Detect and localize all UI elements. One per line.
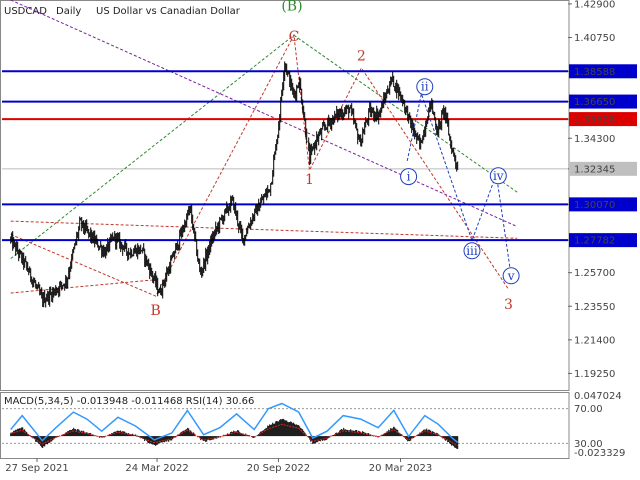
level-label-box <box>569 197 637 212</box>
indicator-header: MACD(5,34,5) -0.013948 -0.011468 RSI(14)… <box>4 396 254 407</box>
trend-line <box>10 220 518 239</box>
wave-label: 2 <box>357 48 366 64</box>
symbol-label: USDCAD <box>4 6 47 17</box>
y-tick-label: 1.25700 <box>574 268 615 279</box>
wave-label-circle <box>463 242 481 260</box>
x-tick-label: 20 Sep 2022 <box>247 463 310 474</box>
wave-label-circle <box>502 267 520 285</box>
x-tick-label: 20 Mar 2023 <box>369 463 432 474</box>
y-tick-label: 1.21400 <box>574 335 615 346</box>
wave-label: C <box>289 29 300 45</box>
level-label-box <box>569 112 637 127</box>
wave-label: 3 <box>504 297 513 313</box>
x-tick-label: 24 Mar 2022 <box>125 463 188 474</box>
wave-label: i <box>407 170 411 184</box>
macd-signal-line <box>10 423 459 446</box>
trend-line <box>10 0 518 228</box>
oscillator-y-axis: 0.047024 70.00 30.00-0.023329 <box>574 391 625 459</box>
level-label: 1.36650 <box>574 97 615 108</box>
oscillator <box>2 402 568 449</box>
rsi-line <box>10 402 459 444</box>
horizontal-levels: 1.38588 1.36650 1.35528 1.30070 1.27782 <box>2 64 637 248</box>
current-price-label: 1.32345 <box>574 164 615 175</box>
level-label-box <box>569 64 637 79</box>
wave-label-circle <box>416 78 434 96</box>
level-label: 1.27782 <box>574 236 615 247</box>
description-label: US Dollar vs Canadian Dollar <box>96 6 241 17</box>
trend-line <box>10 279 156 294</box>
y-tick-label: 1.42900 <box>574 0 615 10</box>
level-label-box <box>569 94 637 109</box>
price-y-axis: 1.42900 1.40750 1.38588 1.36650 1.35528 1.343… <box>568 0 615 380</box>
trend-line <box>406 91 512 276</box>
osc-tick-label: 0.047024 <box>574 391 622 402</box>
wave-label-circle <box>400 168 418 186</box>
current-price-box <box>569 161 637 176</box>
wave-label: (B) <box>281 0 302 14</box>
y-tick-label: 1.23550 <box>574 302 615 313</box>
level-label-box <box>569 233 637 248</box>
y-tick-label: 1.40750 <box>574 33 615 44</box>
osc-tick-label: 30.00 <box>574 439 603 450</box>
y-tick-label: 1.34300 <box>574 134 615 145</box>
wave-label: iii <box>466 244 478 258</box>
osc-tick-label: -0.023329 <box>574 448 625 459</box>
timeframe-label: Daily <box>56 6 81 17</box>
wave-label: v <box>507 269 515 283</box>
y-tick-label: 1.19250 <box>574 369 615 380</box>
price-panel-frame <box>0 0 570 391</box>
osc-tick-label: 70.00 <box>574 404 603 415</box>
x-tick-label: 27 Sep 2021 <box>5 463 68 474</box>
wave-label: B <box>151 303 161 319</box>
wave-label: iv <box>493 169 504 183</box>
level-label: 1.38588 <box>574 67 615 78</box>
wave-label-circle <box>489 167 507 185</box>
trend-line <box>10 34 295 259</box>
wave-label: ii <box>421 80 429 94</box>
level-label: 1.35528 <box>574 115 615 126</box>
wave-label: 1 <box>305 172 314 188</box>
x-axis: 27 Sep 2021 24 Mar 2022 20 Sep 2022 20 Mar … <box>5 458 432 474</box>
price-candles <box>10 61 459 308</box>
level-label: 1.30070 <box>574 200 615 211</box>
